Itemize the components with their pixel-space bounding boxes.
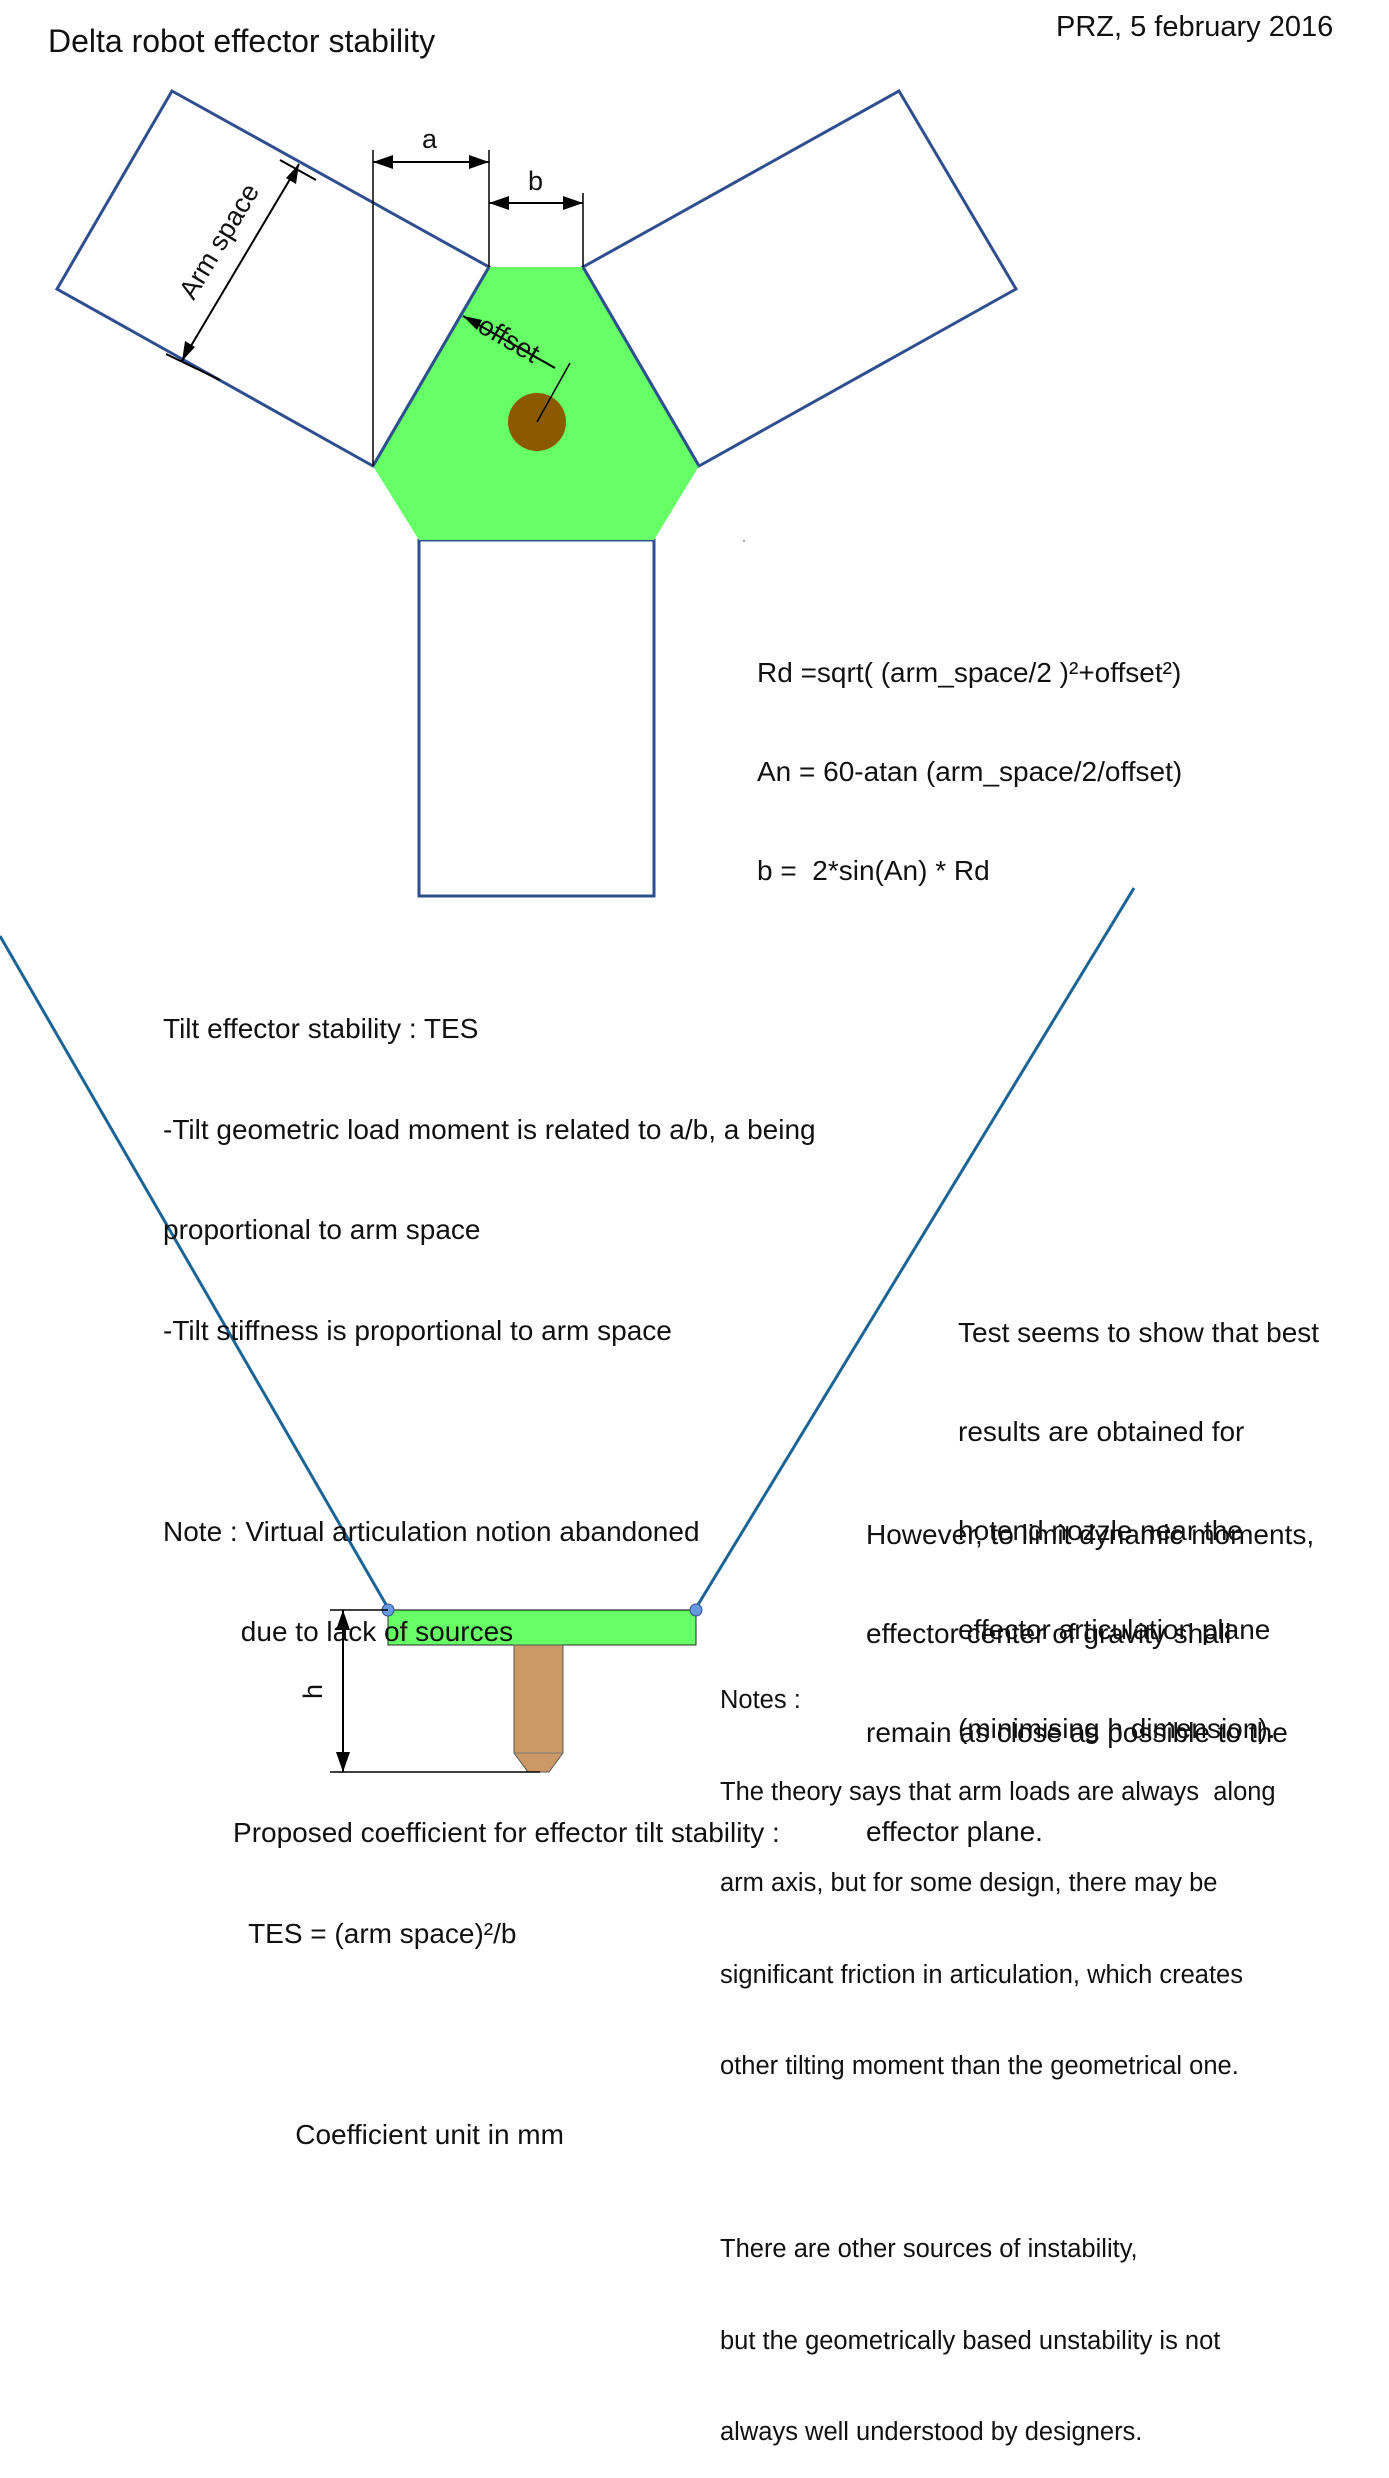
test-note-line: Test seems to show that best <box>958 1317 1320 1348</box>
notes-line: always well understood by designers. <box>720 2418 1143 2446</box>
tes-line: due to lack of sources <box>163 1616 514 1647</box>
hex-edge-right <box>583 267 699 466</box>
b-arrowhead-right <box>563 196 583 210</box>
however-note-line: effector center of gravity shall <box>866 1618 1232 1649</box>
page-title: Delta robot effector stability <box>48 23 436 59</box>
tes-line: Tilt effector stability : TES <box>163 1013 479 1044</box>
notes-line: arm axis, but for some design, there may… <box>720 1869 1218 1897</box>
arm-space-arrowhead-bottom <box>182 341 195 361</box>
tes-line: proportional to arm space <box>163 1214 481 1245</box>
effector-diagram <box>0 0 1389 1964</box>
arm-space-ext-bottom <box>166 354 220 380</box>
stray-dot <box>743 540 745 542</box>
notes-block: Notes : The theory says that arm loads a… <box>720 1624 1276 2478</box>
test-note-line: hotend nozzle near the <box>958 1515 1243 1546</box>
left-arm-line <box>0 936 388 1608</box>
hex-edge-left <box>373 267 489 466</box>
however-note-line: effector plane. <box>866 1816 1043 1847</box>
tes-line: -Tilt geometric load moment is related t… <box>163 1113 816 1145</box>
h-arrowhead-top <box>336 1610 350 1630</box>
right-joint-dot <box>690 1604 702 1616</box>
tes-line: TES = (arm space)²/b <box>163 1917 517 1949</box>
test-note-line: (minimising h dimension). <box>958 1713 1276 1744</box>
tes-line: -Tilt stiffness is proportional to arm s… <box>163 1314 672 1346</box>
notes-line: There are other sources of instability, <box>720 2235 1138 2263</box>
formula-line: Rd =sqrt( (arm_space/2 )²+offset²) <box>757 657 1182 688</box>
arm-space-arrowhead-top <box>286 164 299 184</box>
a-arrowhead-right <box>469 155 489 169</box>
tes-line <box>163 1716 816 1750</box>
arm-space-dimension-line <box>182 164 299 361</box>
h-arrowhead-bottom <box>336 1752 350 1772</box>
tes-text-block: Tilt effector stability : TES -Tilt geom… <box>163 945 816 2185</box>
test-note-line: results are obtained for <box>958 1416 1245 1447</box>
effector-plate <box>388 1610 696 1645</box>
however-note-line: remain as close as possible to the <box>866 1717 1288 1748</box>
formula-line: b = 2*sin(An) * Rd <box>757 855 990 886</box>
offset-arrowhead <box>463 316 482 330</box>
however-note-line: However, to limit dynamic moments, <box>866 1519 1315 1550</box>
formula-block: Rd =sqrt( (arm_space/2 )²+offset²) An = … <box>757 590 1182 920</box>
tes-line: Coefficient unit in mm <box>163 2118 564 2150</box>
a-arrowhead-left <box>373 155 393 169</box>
author-date: PRZ, 5 february 2016 <box>1056 11 1334 43</box>
test-note-line: effector articulation plane <box>958 1614 1271 1645</box>
notes-line: but the geometrically based unstability … <box>720 2326 1221 2355</box>
test-note: Test seems to show that best results are… <box>958 1250 1319 1778</box>
notes-line <box>720 2143 1276 2174</box>
tes-line <box>163 2017 816 2051</box>
notes-line: other tilting moment than the geometrica… <box>720 2052 1239 2080</box>
right-arm-line <box>696 888 1134 1608</box>
notes-line: significant friction in articulation, wh… <box>720 1960 1243 1989</box>
notes-line: Notes : <box>720 1686 801 1714</box>
b-label: b <box>528 166 544 196</box>
tes-line <box>163 1414 816 1448</box>
notes-line: The theory says that arm loads are alway… <box>720 1777 1276 1806</box>
tes-line: Note : Virtual articulation notion aband… <box>163 1515 700 1547</box>
offset-leader-line <box>537 363 570 422</box>
tes-line: Proposed coefficient for effector tilt s… <box>163 1817 780 1848</box>
a-label: a <box>422 124 438 154</box>
b-arrowhead-left <box>489 196 509 210</box>
however-note: However, to limit dynamic moments, effec… <box>866 1452 1314 1881</box>
bottom-arm-space-rect <box>419 540 654 896</box>
formula-line: An = 60-atan (arm_space/2/offset) <box>757 756 1183 787</box>
